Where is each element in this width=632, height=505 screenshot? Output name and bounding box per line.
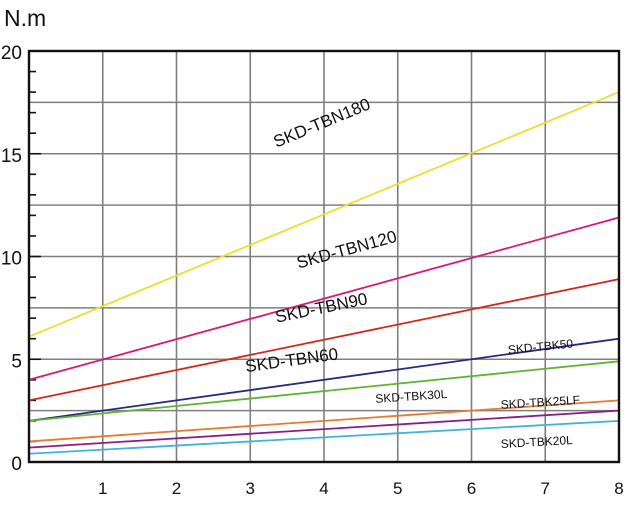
- x-tick-label: 7: [541, 479, 550, 498]
- series-label-skd-tbk30l: SKD-TBK30L: [375, 387, 448, 406]
- x-tick-label: 6: [467, 479, 476, 498]
- x-tick-label: 3: [246, 479, 255, 498]
- series-line-skd-tbn90: [28, 278, 620, 402]
- x-tick-label: 8: [614, 479, 623, 498]
- series-label-skd-tbn90: SKD-TBN90: [274, 289, 369, 326]
- x-tick-labels: 1 2 3 4 5 6 7 8: [98, 479, 624, 498]
- series-label-skd-tbn60: SKD-TBN60: [244, 344, 339, 376]
- series-line-skd-tbn180: [28, 91, 620, 338]
- x-tick-label: 4: [319, 479, 328, 498]
- series-line-skd-tbk25lf: [28, 409, 620, 449]
- y-minor-ticks: [29, 70, 41, 443]
- series-line-skd-tbk30l: [28, 399, 620, 443]
- series-line-skd-tbn60: [28, 337, 620, 422]
- y-tick-label: 5: [11, 351, 22, 372]
- series-label-skd-tbk50: SKD-TBK50: [507, 336, 574, 357]
- x-tick-label: 2: [172, 479, 181, 498]
- y-tick-label: 0: [11, 454, 22, 475]
- series-label-skd-tbk25lf: SKD-TBK25LF: [500, 393, 580, 412]
- x-tick-label: 1: [98, 479, 107, 498]
- y-tick-labels: 0 5 10 15 20: [1, 43, 22, 475]
- x-tick-label: 5: [393, 479, 402, 498]
- series-lines: [28, 91, 620, 455]
- series-line-skd-tbk50: [28, 360, 620, 422]
- y-tick-label: 10: [1, 249, 22, 270]
- series-label-skd-tbn120: SKD-TBN120: [294, 227, 398, 273]
- series-label-skd-tbk20l: SKD-TBK20L: [500, 433, 573, 451]
- plot-frame: [27, 49, 621, 464]
- series-line-skd-tbk20l: [28, 420, 620, 455]
- y-axis-label: N.m: [4, 5, 46, 31]
- grid-lines: [29, 51, 619, 462]
- y-tick-label: 20: [1, 43, 22, 64]
- y-tick-label: 15: [1, 146, 22, 167]
- series-line-skd-tbn120: [28, 216, 620, 381]
